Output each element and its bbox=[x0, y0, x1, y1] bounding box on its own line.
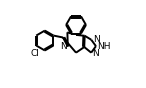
Text: Cl: Cl bbox=[31, 49, 40, 58]
Text: NH: NH bbox=[98, 42, 111, 51]
Text: N: N bbox=[92, 49, 99, 58]
Text: N: N bbox=[93, 35, 99, 44]
Text: N: N bbox=[61, 42, 67, 51]
